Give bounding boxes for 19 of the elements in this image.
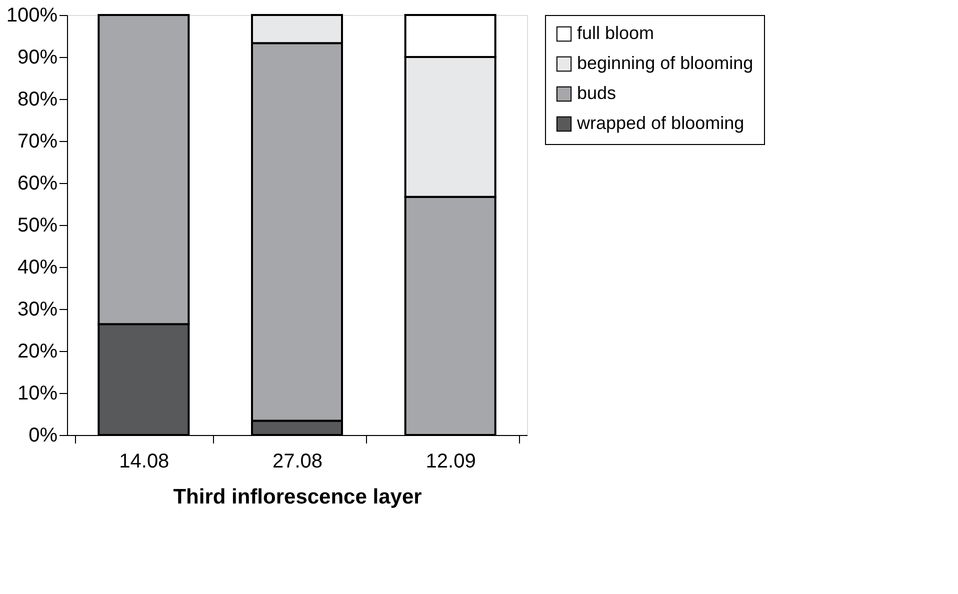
legend-label: beginning of blooming — [577, 53, 754, 73]
y-tick-label: 80% — [17, 88, 58, 110]
y-tick-label: 60% — [17, 172, 58, 194]
y-tick-label: 10% — [17, 382, 58, 404]
y-tick-label: 50% — [17, 214, 58, 236]
y-tick-label: 40% — [17, 256, 58, 278]
x-tick-label: 14.08 — [119, 450, 170, 472]
y-tick-label: 90% — [17, 46, 58, 68]
y-tick-label: 0% — [28, 424, 58, 446]
x-axis-title: Third inflorescence layer — [173, 486, 422, 508]
y-tick-label: 100% — [6, 4, 58, 26]
legend-label: buds — [577, 83, 616, 103]
x-tick-label: 12.09 — [426, 450, 476, 472]
y-tick-label: 20% — [17, 340, 58, 362]
y-tick-label: 30% — [17, 298, 58, 320]
y-tick-label: 70% — [17, 130, 58, 152]
x-tick-label: 27.08 — [272, 450, 323, 472]
legend-label: full bloom — [577, 23, 654, 43]
legend-label: wrapped of blooming — [576, 113, 744, 133]
